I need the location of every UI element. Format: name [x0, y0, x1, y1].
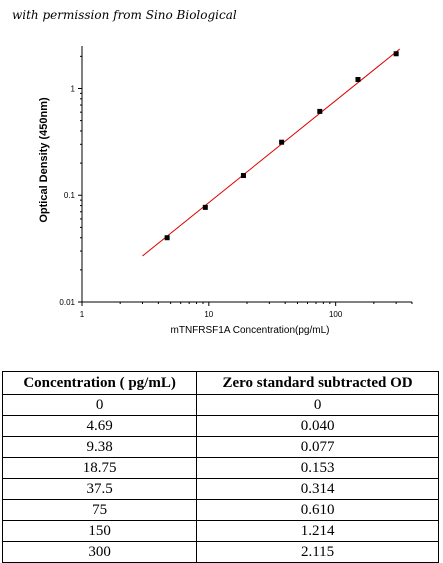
caption: with permission from Sino Biological: [12, 8, 237, 22]
table-body: 0 0 4.69 0.040 9.38 0.077 18.75 0.153 37.5 0.314 7…: [1, 394, 439, 563]
y-tick-label: 1: [71, 84, 76, 93]
data-point: [164, 235, 170, 241]
x-axis-label: mTNFRSF1A Concentration(pg/mL): [171, 325, 330, 336]
points-group: [164, 51, 399, 241]
table-header-row: Concentration ( pg/mL) Zero standard sub…: [1, 371, 439, 395]
data-point: [240, 173, 246, 179]
cell-od: 2.115: [196, 541, 439, 563]
table-row: 4.69 0.040: [1, 415, 439, 437]
cell-od: 0: [196, 394, 439, 416]
data-point: [393, 51, 399, 57]
cell-od: 1.214: [196, 520, 439, 542]
y-tick-label: 0.01: [59, 298, 75, 307]
table-row: 300 2.115: [1, 541, 439, 563]
cell-od: 0.610: [196, 499, 439, 521]
table-row: 18.75 0.153: [1, 457, 439, 479]
data-point: [317, 108, 323, 114]
table-row: 150 1.214: [1, 520, 439, 542]
fit-line-group: [142, 48, 401, 257]
x-tick-label: 10: [204, 310, 213, 319]
od-standard-curve-chart: 1 10 100 0.01 0.1 1 mTNFRSF1A Concentration(p…: [38, 46, 413, 336]
fit-line: [142, 48, 401, 257]
cell-od: 0.314: [196, 478, 439, 500]
y-axis-label: Optical Density (450nm): [38, 97, 50, 223]
table-row: 37.5 0.314: [1, 478, 439, 500]
cell-concentration: 4.69: [1, 415, 198, 437]
cell-concentration: 150: [1, 520, 198, 542]
data-point: [279, 139, 285, 145]
cell-concentration: 18.75: [1, 457, 198, 479]
table-row: 75 0.610: [1, 499, 439, 521]
data-point: [355, 76, 361, 82]
data-table: Concentration ( pg/mL) Zero standard sub…: [1, 371, 439, 563]
table-row: 9.38 0.077: [1, 436, 439, 458]
axes: [81, 46, 412, 303]
cell-concentration: 9.38: [1, 436, 198, 458]
ticks: 1 10 100 0.01 0.1 1: [59, 55, 413, 319]
cell-od: 0.040: [196, 415, 439, 437]
cell-od: 0.077: [196, 436, 439, 458]
cell-concentration: 75: [1, 499, 198, 521]
cell-concentration: 0: [1, 394, 198, 416]
header-concentration: Concentration ( pg/mL): [1, 371, 198, 395]
cell-concentration: 300: [1, 541, 198, 563]
x-tick-label: 1: [80, 310, 85, 319]
header-od: Zero standard subtracted OD: [196, 371, 439, 395]
x-tick-label: 100: [329, 310, 343, 319]
cell-od: 0.153: [196, 457, 439, 479]
cell-concentration: 37.5: [1, 478, 198, 500]
y-tick-label: 0.1: [64, 191, 76, 200]
data-point: [202, 204, 208, 210]
